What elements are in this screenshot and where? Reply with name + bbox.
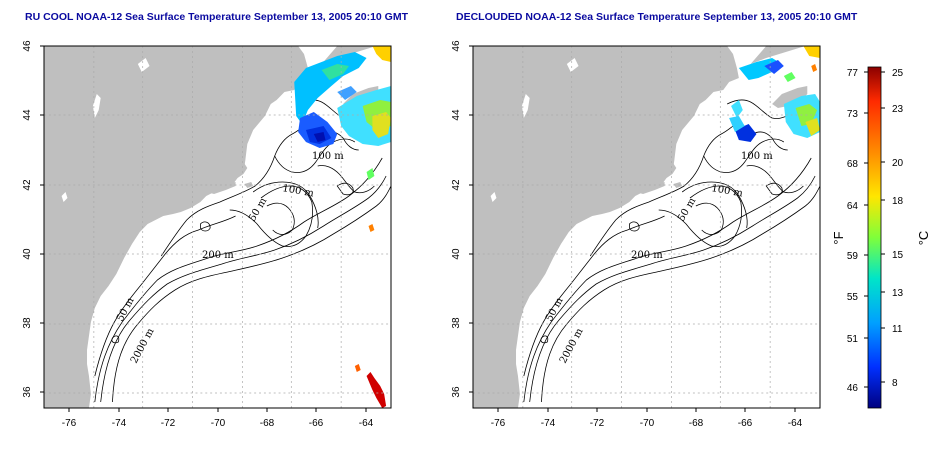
right-x-tick-label: -64 xyxy=(788,418,803,429)
left-y-tick-label: 40 xyxy=(22,248,33,260)
left-x-tick-label: -76 xyxy=(62,418,77,429)
colorbar-c-tick: 11 xyxy=(892,324,903,335)
right-contour-label-50-shelf: 50 m xyxy=(544,295,566,323)
colorbar-f-tick: 77 xyxy=(847,68,859,79)
right-map-panel: 100 m 100 m 50 m 200 m 50 m 2000 m -76 -… xyxy=(451,40,821,429)
colorbar-scale xyxy=(867,66,882,409)
right-x-tick-label: -72 xyxy=(590,418,605,429)
right-x-tick-label: -76 xyxy=(491,418,506,429)
temperature-colorbar: 77 73 68 64 59 55 51 46 25 23 20 18 15 1… xyxy=(831,66,931,409)
left-y-tick-label: 44 xyxy=(22,109,33,121)
right-y-tick-label: 44 xyxy=(451,109,462,121)
left-contour-label-100-east: 100 m xyxy=(312,151,344,162)
right-x-tick-label: -66 xyxy=(738,418,753,429)
colorbar-f-tick: 46 xyxy=(847,383,859,394)
left-x-tick-label: -70 xyxy=(211,418,226,429)
colorbar-c-tick: 20 xyxy=(892,158,904,169)
left-map-title: RU COOL NOAA-12 Sea Surface Temperature … xyxy=(25,11,409,23)
right-y-tick-label: 42 xyxy=(451,179,462,191)
colorbar-c-tick: 13 xyxy=(892,288,904,299)
left-map-panel: 100 m 100 m 50 m 200 m 50 m 2000 m -76 -… xyxy=(22,40,392,429)
right-y-tick-label: 36 xyxy=(451,386,462,398)
right-x-tick-label: -68 xyxy=(689,418,704,429)
left-contour-label-200: 200 m xyxy=(202,250,234,261)
right-contour-label-100-east: 100 m xyxy=(741,151,773,162)
left-y-tick-label: 38 xyxy=(22,317,33,329)
colorbar-c-tick: 8 xyxy=(892,378,898,389)
colorbar-c-tick: 18 xyxy=(892,196,904,207)
right-contour-label-50-bank: 50 m xyxy=(676,196,698,224)
right-contour-label-200: 200 m xyxy=(631,250,663,261)
right-y-tick-label: 38 xyxy=(451,317,462,329)
left-contour-label-2000: 2000 m xyxy=(129,326,157,365)
left-y-tick-label: 36 xyxy=(22,386,33,398)
left-x-tick-label: -72 xyxy=(161,418,176,429)
left-x-tick-label: -68 xyxy=(260,418,275,429)
colorbar-f-tick: 64 xyxy=(847,201,859,212)
left-contour-label-50-shelf: 50 m xyxy=(115,295,137,323)
colorbar-celsius-unit: °C xyxy=(916,231,931,246)
right-map-title: DECLOUDED NOAA-12 Sea Surface Temperatur… xyxy=(456,11,858,23)
colorbar-c-tick: 25 xyxy=(892,68,904,79)
colorbar-c-tick: 23 xyxy=(892,104,904,115)
right-contour-label-2000: 2000 m xyxy=(558,326,586,365)
right-x-tick-label: -74 xyxy=(541,418,556,429)
left-y-tick-label: 46 xyxy=(22,40,33,52)
left-x-tick-label: -74 xyxy=(112,418,127,429)
colorbar-f-tick: 68 xyxy=(847,159,859,170)
right-y-tick-label: 46 xyxy=(451,40,462,52)
right-contour-label-100-bank: 100 m xyxy=(710,183,744,199)
colorbar-c-tick: 15 xyxy=(892,250,904,261)
colorbar-f-tick: 73 xyxy=(847,109,859,120)
colorbar-f-tick: 59 xyxy=(847,251,859,262)
right-map-area xyxy=(473,46,820,408)
colorbar-fahrenheit-unit: °F xyxy=(831,231,846,244)
left-x-tick-label: -66 xyxy=(309,418,324,429)
right-x-tick-label: -70 xyxy=(640,418,655,429)
colorbar-f-tick: 51 xyxy=(847,334,859,345)
right-y-tick-label: 40 xyxy=(451,248,462,260)
left-contour-label-100-bank: 100 m xyxy=(281,183,315,199)
colorbar-f-tick: 55 xyxy=(847,292,859,303)
left-x-tick-label: -64 xyxy=(359,418,374,429)
left-contour-label-50-bank: 50 m xyxy=(247,196,269,224)
left-y-tick-label: 42 xyxy=(22,179,33,191)
left-sst-data xyxy=(294,46,391,408)
left-map-area xyxy=(44,46,391,408)
